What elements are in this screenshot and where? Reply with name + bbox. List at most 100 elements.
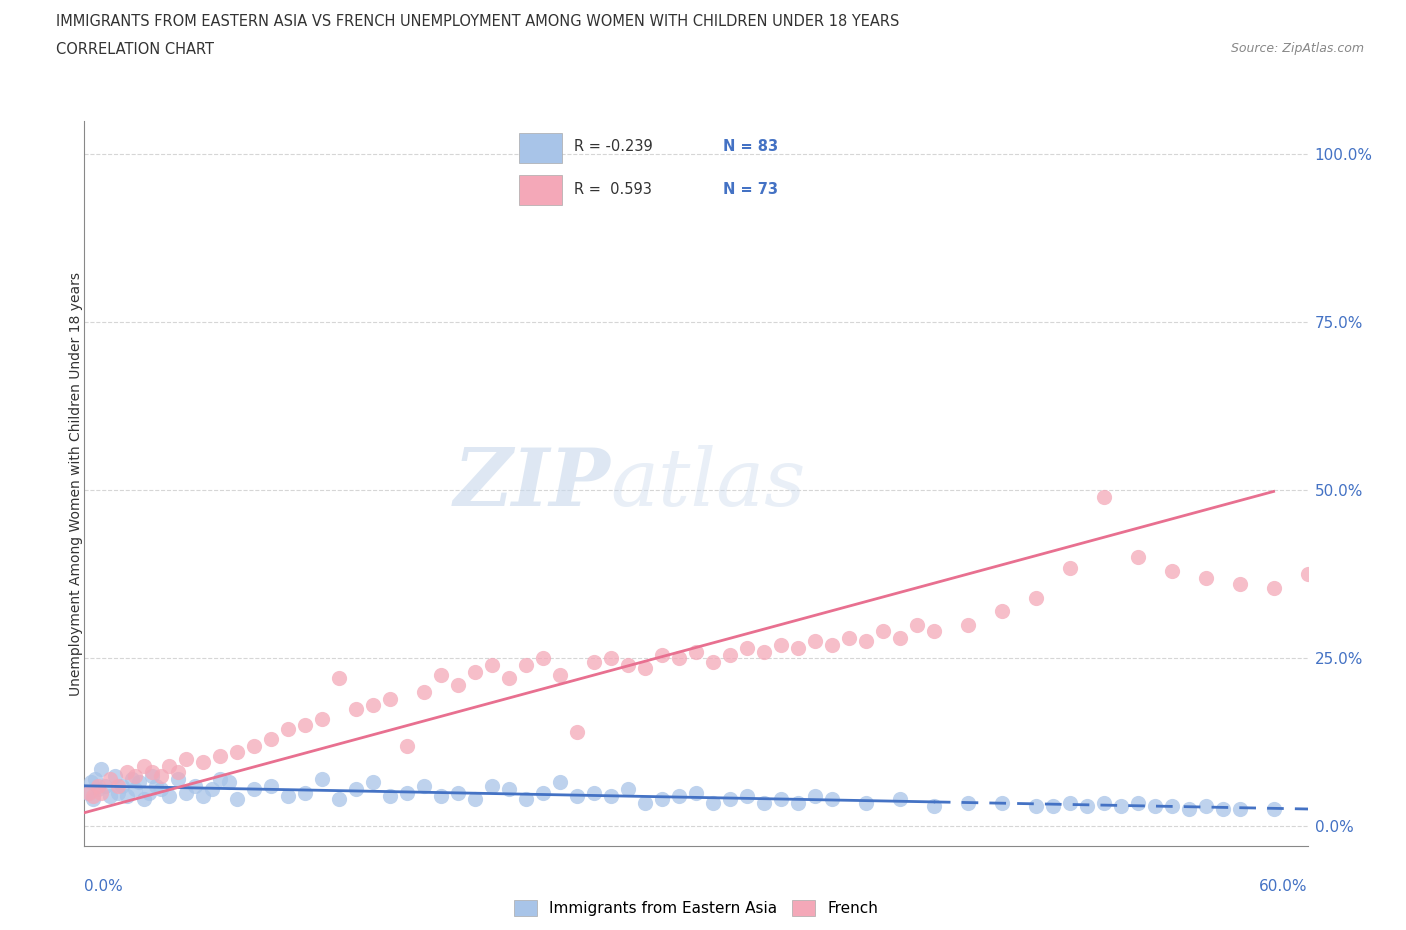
Point: [132, 758, 155, 773]
Point: [76, 785, 98, 800]
Point: [361, 775, 384, 790]
Point: [531, 785, 554, 800]
Point: [111, 778, 134, 793]
Point: [447, 785, 470, 800]
Point: [464, 791, 486, 806]
Point: [396, 738, 419, 753]
Point: [464, 664, 486, 679]
Point: [80, 775, 103, 790]
Point: [481, 778, 503, 793]
Point: [685, 644, 707, 659]
Point: [821, 791, 844, 806]
Point: [90, 762, 112, 777]
Point: [115, 765, 138, 780]
Point: [1229, 577, 1251, 591]
Point: [735, 789, 758, 804]
Point: [600, 789, 623, 804]
Text: N = 73: N = 73: [723, 182, 778, 197]
Point: [1229, 802, 1251, 817]
Point: [752, 644, 775, 659]
Point: [855, 795, 877, 810]
Point: [1092, 795, 1115, 810]
Point: [193, 789, 215, 804]
Point: [98, 772, 121, 787]
Point: [804, 634, 827, 649]
Point: [804, 789, 827, 804]
Point: [583, 654, 606, 669]
Point: [201, 782, 224, 797]
Point: [1126, 795, 1149, 810]
Point: [260, 778, 283, 793]
Point: [1364, 577, 1386, 591]
Point: [328, 671, 350, 685]
Point: [1126, 550, 1149, 565]
Point: [218, 775, 240, 790]
Point: [107, 778, 129, 793]
Text: IMMIGRANTS FROM EASTERN ASIA VS FRENCH UNEMPLOYMENT AMONG WOMEN WITH CHILDREN UN: IMMIGRANTS FROM EASTERN ASIA VS FRENCH U…: [56, 14, 900, 29]
Point: [157, 789, 180, 804]
Point: [145, 778, 167, 793]
Point: [1059, 560, 1081, 575]
Point: [311, 772, 333, 787]
Point: [104, 768, 127, 783]
Point: [498, 671, 520, 685]
Point: [548, 668, 571, 683]
Point: [115, 789, 138, 804]
Text: 60.0%: 60.0%: [1260, 879, 1308, 894]
Point: [1212, 802, 1234, 817]
Point: [889, 791, 911, 806]
Point: [600, 651, 623, 666]
Point: [515, 658, 537, 672]
Point: [634, 661, 657, 676]
Point: [344, 701, 367, 716]
Point: [752, 795, 775, 810]
Point: [872, 624, 894, 639]
Y-axis label: Unemployment Among Women with Children Under 18 years: Unemployment Among Women with Children U…: [69, 272, 83, 696]
Point: [184, 778, 207, 793]
Point: [565, 789, 588, 804]
Point: [243, 782, 266, 797]
Point: [98, 789, 121, 804]
Point: [1109, 799, 1132, 814]
Point: [1025, 799, 1047, 814]
Text: atlas: atlas: [610, 445, 806, 523]
Point: [956, 618, 979, 632]
Point: [396, 785, 419, 800]
Point: [498, 782, 520, 797]
Point: [193, 755, 215, 770]
FancyBboxPatch shape: [519, 175, 562, 205]
Point: [294, 785, 316, 800]
Point: [838, 631, 860, 645]
Point: [128, 775, 150, 790]
Point: [209, 748, 232, 763]
Point: [311, 711, 333, 726]
Point: [132, 791, 155, 806]
Point: [1092, 489, 1115, 504]
Point: [922, 799, 945, 814]
Point: [1059, 795, 1081, 810]
Point: [617, 782, 640, 797]
Point: [1330, 574, 1353, 589]
Point: [1263, 580, 1285, 595]
Point: [1177, 802, 1199, 817]
Point: [328, 791, 350, 806]
Point: [702, 795, 724, 810]
Point: [277, 722, 299, 737]
Point: [138, 785, 160, 800]
Point: [149, 768, 172, 783]
Point: [260, 731, 283, 746]
Point: [1160, 799, 1182, 814]
Point: [344, 782, 367, 797]
Text: N = 83: N = 83: [723, 140, 778, 154]
Point: [226, 745, 249, 760]
Point: [121, 772, 143, 787]
Point: [651, 647, 673, 662]
Point: [531, 651, 554, 666]
Point: [718, 791, 741, 806]
Point: [174, 751, 197, 766]
Point: [124, 782, 146, 797]
Point: [583, 785, 606, 800]
Point: [1076, 799, 1098, 814]
FancyBboxPatch shape: [519, 133, 562, 163]
Point: [548, 775, 571, 790]
